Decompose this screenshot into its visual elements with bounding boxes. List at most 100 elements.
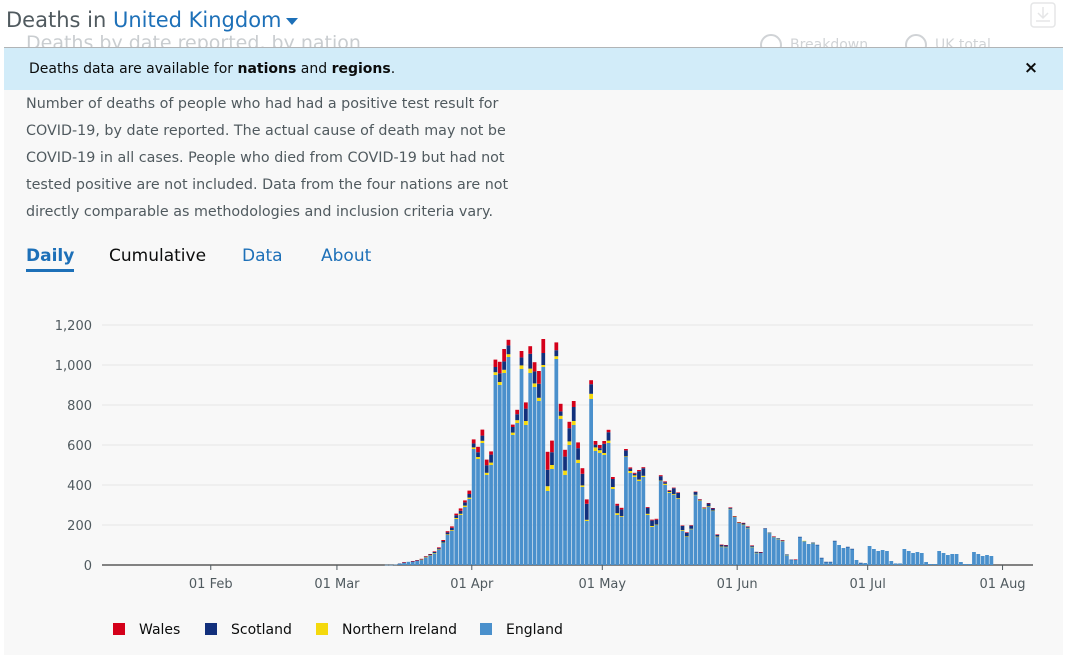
legend-item-scotland[interactable]: Scotland (205, 622, 292, 638)
legend-item-northern-ireland[interactable]: Northern Ireland (316, 622, 457, 638)
bar-northern-ireland (645, 513, 650, 515)
bar-scotland (467, 494, 472, 498)
bar-scotland (663, 482, 667, 484)
bar-scotland (489, 454, 493, 463)
bar-england (711, 511, 715, 565)
bar-scotland (789, 559, 794, 561)
bar-northern-ireland (436, 549, 441, 550)
bar-wales (593, 441, 598, 445)
bar-england (480, 443, 485, 565)
bar-england (802, 541, 807, 565)
location-label[interactable]: United Kingdom (112, 8, 282, 32)
bar-wales (506, 339, 511, 346)
bar-scotland (832, 540, 837, 542)
bar-northern-ireland (589, 393, 593, 399)
bar-wales (445, 531, 450, 533)
bar-scotland (519, 357, 524, 366)
nations-link[interactable]: nations (237, 61, 297, 77)
bar-scotland (698, 499, 702, 501)
bar-northern-ireland (563, 470, 567, 475)
bar-england (415, 560, 419, 565)
bar-england (471, 449, 476, 565)
bar-wales (467, 490, 472, 494)
bar-england (815, 545, 820, 565)
banner-text: Deaths data are available for nations an… (29, 61, 395, 77)
chevron-down-icon[interactable] (285, 17, 298, 25)
regions-link[interactable]: regions (331, 61, 391, 77)
bar-wales (606, 429, 611, 433)
bar-england (941, 553, 946, 565)
y-tick-label: 1,000 (55, 359, 92, 374)
bar-scotland (419, 559, 424, 560)
bar-northern-ireland (611, 487, 615, 489)
legend-item-england[interactable]: England (480, 622, 563, 638)
bar-scotland (454, 515, 459, 518)
bar-scotland (619, 509, 624, 517)
page-title: Deaths in United Kingdom (6, 8, 298, 32)
bar-scotland (528, 353, 533, 369)
bar-wales (484, 459, 489, 466)
download-icon[interactable] (1030, 2, 1056, 28)
bar-scotland (480, 435, 485, 441)
bar-england (524, 425, 528, 565)
bar-scotland (580, 473, 585, 486)
bar-england (467, 499, 472, 565)
bar-england (771, 537, 776, 565)
bar-northern-ireland (580, 485, 585, 487)
bar-northern-ireland (619, 516, 624, 517)
bar-england (654, 525, 659, 565)
bar-scotland (645, 507, 650, 514)
tab-data[interactable]: Data (242, 246, 283, 266)
bar-england (493, 375, 498, 565)
bar-northern-ireland (684, 536, 689, 537)
bar-northern-ireland (741, 524, 746, 526)
y-tick-label: 0 (84, 559, 92, 574)
bar-wales (554, 342, 559, 351)
bar-northern-ireland (576, 459, 580, 463)
bar-england (693, 495, 698, 565)
bar-wales (502, 349, 506, 362)
bar-scotland (767, 532, 772, 534)
bar-england (754, 553, 759, 565)
bar-england (563, 475, 567, 565)
tab-cumulative[interactable]: Cumulative (109, 246, 207, 266)
bar-england (898, 563, 902, 565)
bar-northern-ireland (432, 553, 437, 554)
bar-wales (471, 439, 476, 444)
bar-england (785, 555, 789, 565)
bar-england (767, 533, 772, 565)
bar-england (793, 560, 798, 565)
bar-england (410, 561, 415, 565)
bar-scotland (432, 552, 437, 553)
bar-wales (745, 526, 750, 527)
bar-wales (432, 551, 437, 552)
bar-scotland (667, 490, 672, 492)
tab-about[interactable]: About (321, 246, 372, 266)
y-tick-label: 400 (67, 479, 92, 494)
bar-scotland (602, 443, 607, 453)
bar-scotland (702, 507, 707, 509)
bar-scotland (606, 432, 611, 441)
bar-wales (415, 560, 419, 561)
bar-england (763, 529, 768, 565)
close-icon[interactable]: × (1023, 58, 1039, 78)
bar-scotland (584, 503, 589, 520)
bar-northern-ireland (676, 498, 681, 499)
bar-scotland (658, 476, 663, 481)
bar-england (436, 549, 441, 565)
location-selector[interactable]: United Kingdom (113, 8, 298, 32)
bar-scotland (615, 505, 620, 514)
bar-england (667, 493, 672, 565)
tab-daily[interactable]: Daily (26, 246, 75, 272)
bar-scotland (571, 407, 576, 421)
bar-wales (793, 559, 798, 560)
bar-scotland (563, 456, 567, 471)
legend-item-wales[interactable]: Wales (113, 622, 180, 638)
bar-england (863, 563, 868, 565)
bar-england (641, 477, 646, 565)
bar-wales (615, 503, 620, 506)
bar-northern-ireland (489, 462, 493, 465)
bar-northern-ireland (785, 554, 789, 556)
bar-scotland (545, 469, 550, 487)
bar-england (745, 528, 750, 565)
